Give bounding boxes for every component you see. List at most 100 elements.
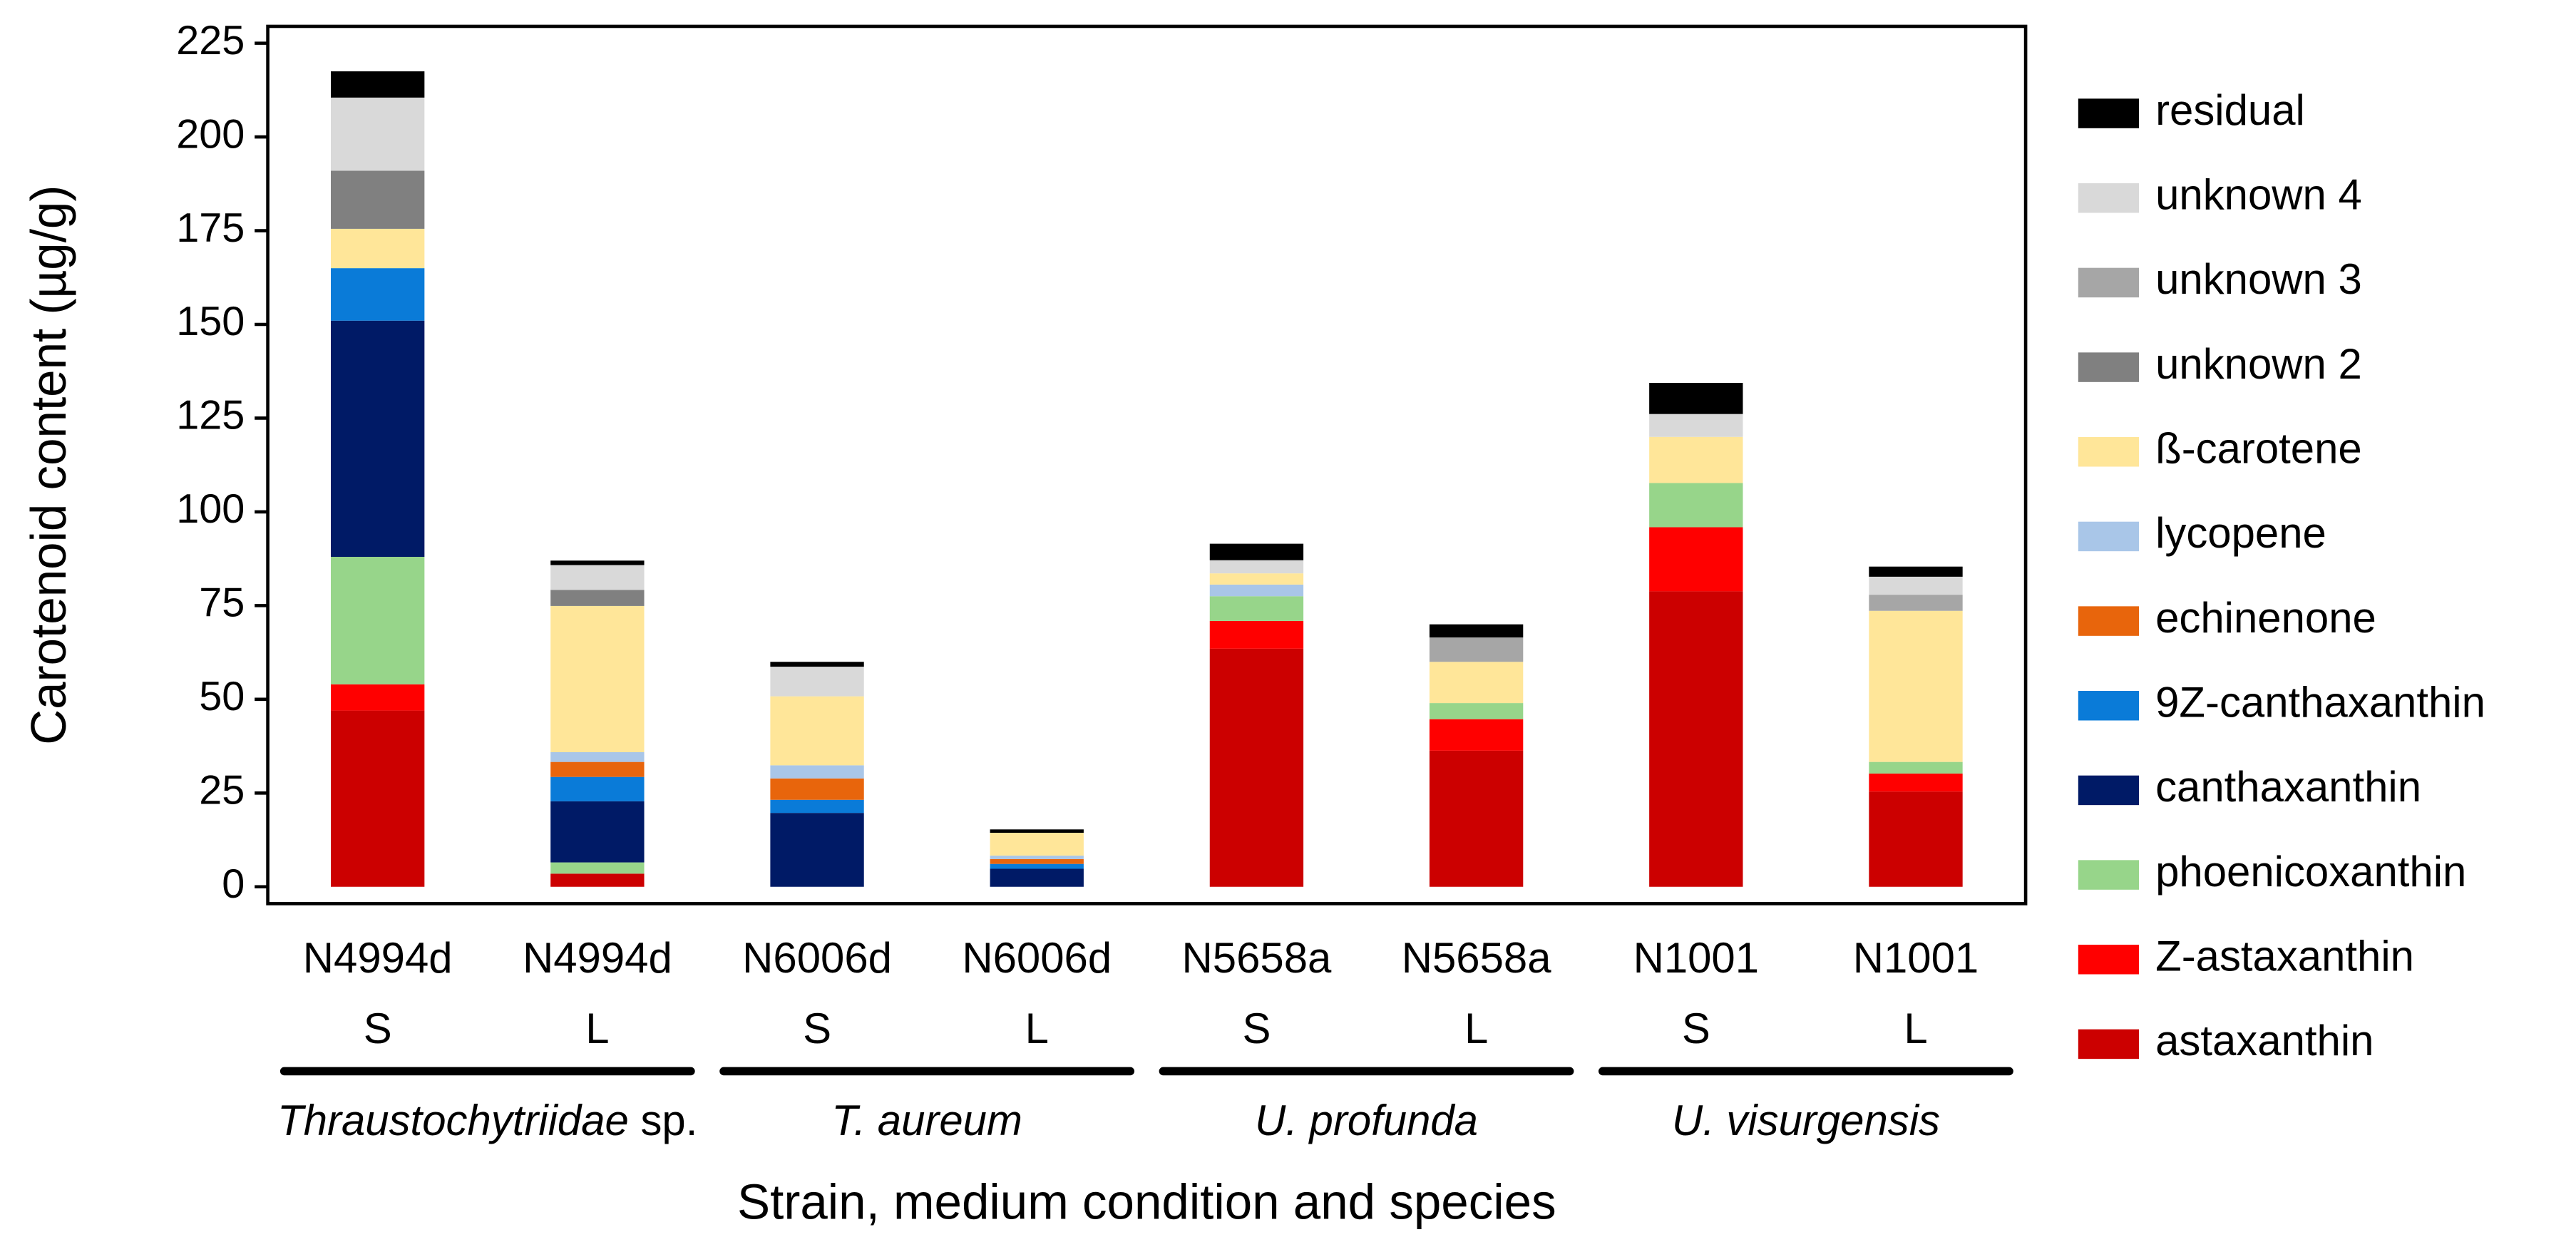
bar-segment — [550, 801, 645, 863]
y-tick-label: 0 — [222, 861, 245, 907]
bar-segment — [331, 71, 425, 98]
x-tick-label: N1001 — [1853, 934, 1979, 982]
bar-segment — [331, 170, 425, 229]
group-label: U. visurgensis — [1672, 1097, 1940, 1144]
bar-segment — [1869, 576, 1963, 595]
legend-label: astaxanthin — [2155, 1017, 2374, 1064]
bar-segment — [1209, 648, 1304, 887]
legend-swatch — [2078, 521, 2140, 552]
bar-segment — [990, 858, 1084, 864]
bar-segment — [331, 320, 425, 558]
bar-segment — [550, 862, 645, 874]
x-tick-label: N5658a — [1402, 934, 1551, 982]
bar-segment — [550, 605, 645, 752]
legend-label: canthaxanthin — [2155, 763, 2421, 811]
condition-label: S — [1242, 1005, 1271, 1052]
bar-segment — [1209, 573, 1304, 585]
group-label: U. profunda — [1255, 1097, 1478, 1144]
bar-segment — [770, 662, 864, 667]
species-suffix: sp. — [640, 1097, 697, 1144]
bar-segment — [1429, 703, 1524, 719]
group-label: Thraustochytriidae sp. — [277, 1097, 697, 1144]
plot-frame — [266, 24, 2028, 905]
bar-segment — [331, 557, 425, 684]
legend-swatch — [2078, 1029, 2140, 1059]
legend-swatch — [2078, 437, 2140, 467]
bar-segment — [1649, 436, 1743, 483]
x-axis-title: Strain, medium condition and species — [737, 1174, 1556, 1230]
legend-label: unknown 3 — [2155, 255, 2362, 303]
legend-label: ß-carotene — [2155, 425, 2362, 473]
bar-segment — [1429, 719, 1524, 751]
bar-segment — [1209, 620, 1304, 649]
bar-segment — [1429, 637, 1524, 662]
bar-segment — [1869, 761, 1963, 774]
bar-segment — [550, 560, 645, 565]
x-tick-label: N4994d — [523, 934, 672, 982]
legend-swatch — [2078, 183, 2140, 213]
y-axis-title: Carotenoid content (µg/g) — [21, 185, 76, 745]
legend-swatch — [2078, 775, 2140, 806]
legend-swatch — [2078, 98, 2140, 128]
legend-swatch — [2078, 860, 2140, 890]
bar-segment — [331, 228, 425, 269]
bar-segment — [550, 761, 645, 777]
y-tick-label: 200 — [176, 111, 245, 157]
legend-swatch — [2078, 267, 2140, 298]
legend-swatch — [2078, 352, 2140, 382]
condition-label: S — [1682, 1005, 1710, 1052]
y-tick-label: 150 — [176, 299, 245, 344]
bar-segment — [1869, 610, 1963, 762]
bar-segment — [1649, 383, 1743, 414]
species-name: Thraustochytriidae — [277, 1097, 629, 1144]
condition-label: S — [364, 1005, 392, 1052]
bar-segment — [1209, 596, 1304, 621]
y-tick-label: 50 — [199, 674, 245, 719]
bar-segment — [331, 684, 425, 711]
species-name: U. visurgensis — [1672, 1097, 1940, 1144]
bar-segment — [1429, 750, 1524, 887]
bar-segment — [550, 751, 645, 762]
legend-label: residual — [2155, 86, 2305, 134]
bar-segment — [1649, 483, 1743, 528]
legend-label: lycopene — [2155, 509, 2326, 557]
bar-segment — [1869, 773, 1963, 792]
condition-label: S — [803, 1005, 831, 1052]
species-name: T. aureum — [831, 1097, 1022, 1144]
condition-label: L — [1904, 1005, 1927, 1052]
legend-label: unknown 2 — [2155, 340, 2362, 388]
bar-segment — [1209, 584, 1304, 597]
legend-label: Z-astaxanthin — [2155, 933, 2414, 980]
bar-segment — [770, 799, 864, 814]
y-tick-label: 25 — [199, 768, 245, 814]
bar-segment — [550, 590, 645, 606]
legend-label: phoenicoxanthin — [2155, 848, 2466, 896]
bar-segment — [331, 268, 425, 321]
legend-swatch — [2078, 945, 2140, 975]
x-tick-label: N6006d — [962, 934, 1112, 982]
condition-label: L — [585, 1005, 609, 1052]
y-tick-label: 75 — [199, 580, 245, 626]
bar-segment — [1429, 624, 1524, 638]
y-tick-label: 175 — [176, 205, 245, 251]
bar-segment — [770, 813, 864, 887]
bar-segment — [990, 868, 1084, 887]
bar-segment — [331, 710, 425, 887]
y-tick-label: 125 — [176, 393, 245, 438]
bar-segment — [331, 97, 425, 171]
bar-segment — [1649, 414, 1743, 437]
x-tick-label: N4994d — [303, 934, 453, 982]
bar-segment — [1869, 566, 1963, 577]
legend-swatch — [2078, 606, 2140, 636]
y-tick-label: 100 — [176, 486, 245, 532]
species-name: U. profunda — [1255, 1097, 1478, 1144]
legend-label: 9Z-canthaxanthin — [2155, 679, 2485, 727]
bar-segment — [550, 565, 645, 590]
bar-segment — [770, 778, 864, 800]
legend-label: echinenone — [2155, 594, 2376, 642]
bar-segment — [1649, 527, 1743, 592]
bar-segment — [990, 856, 1084, 859]
x-tick-label: N6006d — [742, 934, 892, 982]
